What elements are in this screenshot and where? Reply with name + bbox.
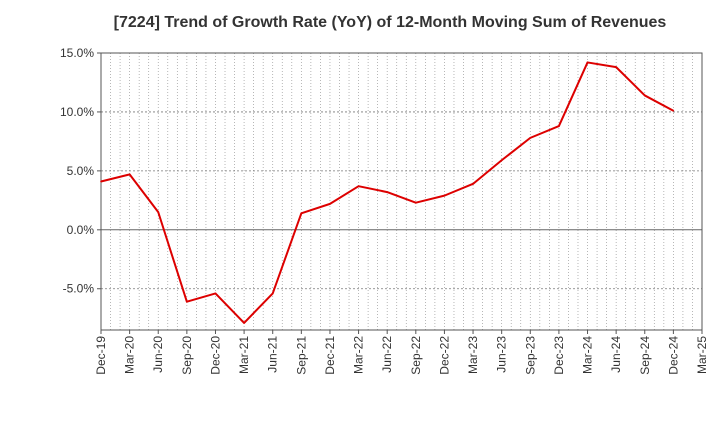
- x-tick-label: Jun-24: [609, 336, 623, 373]
- axes-layer: [97, 52, 703, 334]
- data-point: [243, 322, 245, 324]
- x-tick-label: Mar-22: [352, 336, 366, 374]
- data-point: [271, 292, 274, 295]
- data-point: [128, 173, 131, 176]
- x-tick-labels: Dec-19 Mar-20 Jun-20 Sep-20 Dec-20 Mar-21 Jun-…: [94, 336, 709, 375]
- x-tick-label: Sep-20: [180, 336, 194, 375]
- grid-layer: [101, 52, 702, 330]
- series-layer: [100, 61, 675, 324]
- x-tick-label: Sep-22: [409, 336, 423, 375]
- x-tick-label: Mar-23: [466, 336, 480, 374]
- plot-border: [100, 52, 703, 331]
- data-point: [415, 201, 417, 204]
- x-tick-label: Sep-21: [294, 336, 308, 375]
- x-tick-label: Jun-22: [380, 336, 394, 373]
- x-tick-label: Jun-20: [151, 336, 165, 373]
- y-tick-label: 15.0%: [60, 46, 94, 60]
- x-tick-label: Mar-25: [695, 336, 709, 374]
- data-point: [615, 66, 617, 68]
- data-point: [157, 211, 160, 213]
- data-point: [214, 292, 217, 295]
- data-point: [357, 185, 360, 187]
- data-point: [386, 191, 388, 193]
- data-point: [529, 137, 532, 139]
- data-point: [500, 159, 503, 162]
- x-tick-label: Dec-22: [437, 336, 451, 375]
- y-tick-label: 10.0%: [60, 105, 94, 119]
- y-tick-label: 0.0%: [67, 223, 95, 237]
- x-tick-label: Dec-21: [323, 336, 337, 375]
- y-tick-label: 5.0%: [67, 164, 95, 178]
- x-tick-label: Jun-21: [266, 336, 280, 373]
- chart-title: [7224] Trend of Growth Rate (YoY) of 12-…: [113, 14, 667, 31]
- x-tick-label: Mar-21: [237, 336, 251, 374]
- data-point: [558, 125, 560, 127]
- x-tick-label: Sep-24: [638, 336, 652, 375]
- data-point: [300, 212, 303, 215]
- x-tick-label: Jun-23: [495, 336, 509, 373]
- data-point: [586, 61, 589, 64]
- data-point: [472, 183, 474, 185]
- y-tick-labels: 15.0% 10.0% 5.0% 0.0% -5.0%: [60, 46, 94, 296]
- x-tick-label: Mar-20: [123, 336, 137, 374]
- data-point: [672, 109, 675, 112]
- x-tick-label: Dec-23: [552, 336, 566, 375]
- x-tick-label: Mar-24: [581, 336, 595, 374]
- data-point: [329, 203, 331, 205]
- x-tick-label: Dec-20: [208, 336, 222, 375]
- x-tick-label: Dec-19: [94, 336, 108, 375]
- x-tick-label: Sep-23: [523, 336, 537, 375]
- data-point: [100, 180, 102, 183]
- x-tick-label: Dec-24: [666, 336, 680, 375]
- data-point: [443, 194, 446, 197]
- y-tick-label: -5.0%: [63, 282, 95, 296]
- data-point: [186, 300, 188, 303]
- data-point: [643, 94, 646, 97]
